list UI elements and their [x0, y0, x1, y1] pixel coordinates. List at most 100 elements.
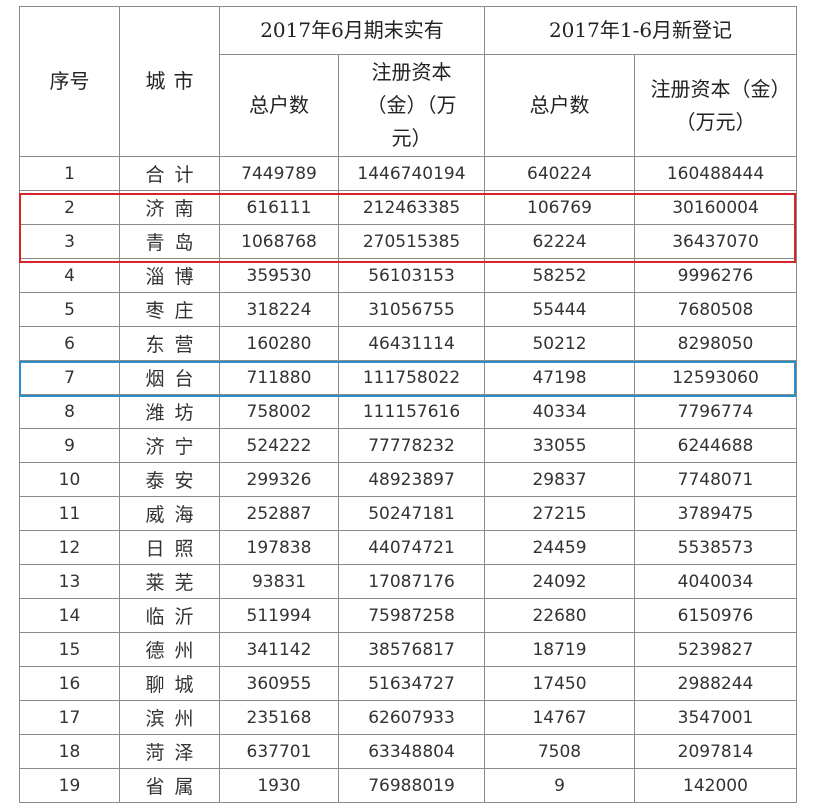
cell-capital-total: 56103153 [338, 258, 485, 293]
cell-households-new: 24092 [484, 564, 635, 599]
cell-capital-new: 8298050 [633, 326, 798, 361]
cell-households-total: 1068768 [219, 224, 339, 259]
cell-capital-total: 212463385 [338, 190, 485, 225]
table-row: 18 菏泽 637701 63348804 7508 2097814 [19, 734, 798, 769]
cell-seq: 16 [19, 666, 120, 701]
cell-capital-new: 142000 [633, 768, 798, 803]
table-row: 19 省属 1930 76988019 9 142000 [19, 768, 798, 803]
cell-capital-new: 9996276 [633, 258, 798, 293]
header-capital-2: 注册资本（金）（万元） [633, 54, 798, 157]
cell-households-total: 93831 [219, 564, 339, 599]
cell-capital-total: 50247181 [338, 496, 485, 531]
table-row: 14 临沂 511994 75987258 22680 6150976 [19, 598, 798, 633]
cell-households-total: 758002 [219, 394, 339, 429]
cell-households-total: 7449789 [219, 156, 339, 191]
cell-seq: 17 [19, 700, 120, 735]
cell-city: 省属 [119, 768, 220, 803]
table-row: 1 合计 7449789 1446740194 640224 160488444 [19, 156, 798, 191]
table-row: 15 德州 341142 38576817 18719 5239827 [19, 632, 798, 667]
table-header: 序号 城市 2017年6月期末实有 2017年1-6月新登记 总户数 注册资本（… [19, 6, 798, 157]
table-row: 11 威海 252887 50247181 27215 3789475 [19, 496, 798, 531]
table-body: 1 合计 7449789 1446740194 640224 160488444 2 济南 61… [19, 156, 798, 803]
cell-city: 威海 [119, 496, 220, 531]
cell-capital-total: 44074721 [338, 530, 485, 565]
cell-capital-total: 111758022 [338, 360, 485, 395]
cell-capital-new: 7748071 [633, 462, 798, 497]
cell-households-total: 1930 [219, 768, 339, 803]
cell-seq: 2 [19, 190, 120, 225]
cell-capital-new: 7680508 [633, 292, 798, 327]
cell-seq: 11 [19, 496, 120, 531]
cell-seq: 19 [19, 768, 120, 803]
table-row: 13 莱芜 93831 17087176 24092 4040034 [19, 564, 798, 599]
cell-seq: 14 [19, 598, 120, 633]
table-row: 4 淄博 359530 56103153 58252 9996276 [19, 258, 798, 293]
cell-city: 莱芜 [119, 564, 220, 599]
cell-city: 烟台 [119, 360, 220, 395]
header-new-registered: 2017年1-6月新登记 [483, 6, 798, 55]
cell-capital-total: 77778232 [338, 428, 485, 463]
cell-households-total: 160280 [219, 326, 339, 361]
header-city: 城市 [119, 6, 220, 157]
cell-capital-total: 1446740194 [338, 156, 485, 191]
cell-city: 合计 [119, 156, 220, 191]
cell-city: 济南 [119, 190, 220, 225]
cell-capital-total: 111157616 [338, 394, 485, 429]
cell-households-new: 29837 [484, 462, 635, 497]
cell-capital-new: 3789475 [633, 496, 798, 531]
cell-capital-total: 270515385 [338, 224, 485, 259]
cell-households-total: 341142 [219, 632, 339, 667]
cell-households-new: 17450 [484, 666, 635, 701]
cell-city: 泰安 [119, 462, 220, 497]
table-row: 9 济宁 524222 77778232 33055 6244688 [19, 428, 798, 463]
cell-households-new: 7508 [484, 734, 635, 769]
cell-capital-total: 63348804 [338, 734, 485, 769]
cell-households-total: 197838 [219, 530, 339, 565]
cell-city: 东营 [119, 326, 220, 361]
cell-capital-total: 38576817 [338, 632, 485, 667]
cell-capital-new: 6244688 [633, 428, 798, 463]
cell-capital-total: 51634727 [338, 666, 485, 701]
table-row: 2 济南 616111 212463385 106769 30160004 [19, 190, 798, 225]
cell-seq: 4 [19, 258, 120, 293]
header-capital-1: 注册资本（金）（万元） [338, 54, 485, 157]
header-households-2: 总户数 [484, 54, 635, 157]
table-row: 16 聊城 360955 51634727 17450 2988244 [19, 666, 798, 701]
cell-capital-total: 75987258 [338, 598, 485, 633]
cell-seq: 18 [19, 734, 120, 769]
table-row: 8 潍坊 758002 111157616 40334 7796774 [19, 394, 798, 429]
cell-city: 临沂 [119, 598, 220, 633]
cell-capital-new: 5239827 [633, 632, 798, 667]
cell-capital-new: 30160004 [633, 190, 798, 225]
cell-households-new: 18719 [484, 632, 635, 667]
cell-city: 济宁 [119, 428, 220, 463]
header-households-1: 总户数 [219, 54, 339, 157]
cell-city: 潍坊 [119, 394, 220, 429]
cell-capital-new: 2988244 [633, 666, 798, 701]
cell-capital-new: 3547001 [633, 700, 798, 735]
cell-households-total: 299326 [219, 462, 339, 497]
cell-households-total: 711880 [219, 360, 339, 395]
cell-capital-total: 46431114 [338, 326, 485, 361]
cell-capital-new: 4040034 [633, 564, 798, 599]
cell-seq: 3 [19, 224, 120, 259]
statistics-table: 序号 城市 2017年6月期末实有 2017年1-6月新登记 总户数 注册资本（… [19, 6, 798, 803]
cell-city: 淄博 [119, 258, 220, 293]
header-period-end: 2017年6月期末实有 [219, 6, 485, 55]
cell-seq: 12 [19, 530, 120, 565]
cell-city: 日照 [119, 530, 220, 565]
cell-capital-total: 48923897 [338, 462, 485, 497]
header-seq: 序号 [19, 6, 120, 157]
cell-seq: 7 [19, 360, 120, 395]
cell-capital-new: 36437070 [633, 224, 798, 259]
cell-households-total: 235168 [219, 700, 339, 735]
cell-households-new: 106769 [484, 190, 635, 225]
cell-households-new: 55444 [484, 292, 635, 327]
cell-city: 滨州 [119, 700, 220, 735]
table-row: 7 烟台 711880 111758022 47198 12593060 [19, 360, 798, 395]
cell-seq: 9 [19, 428, 120, 463]
cell-households-new: 9 [484, 768, 635, 803]
cell-households-new: 24459 [484, 530, 635, 565]
cell-capital-total: 62607933 [338, 700, 485, 735]
table-row: 10 泰安 299326 48923897 29837 7748071 [19, 462, 798, 497]
